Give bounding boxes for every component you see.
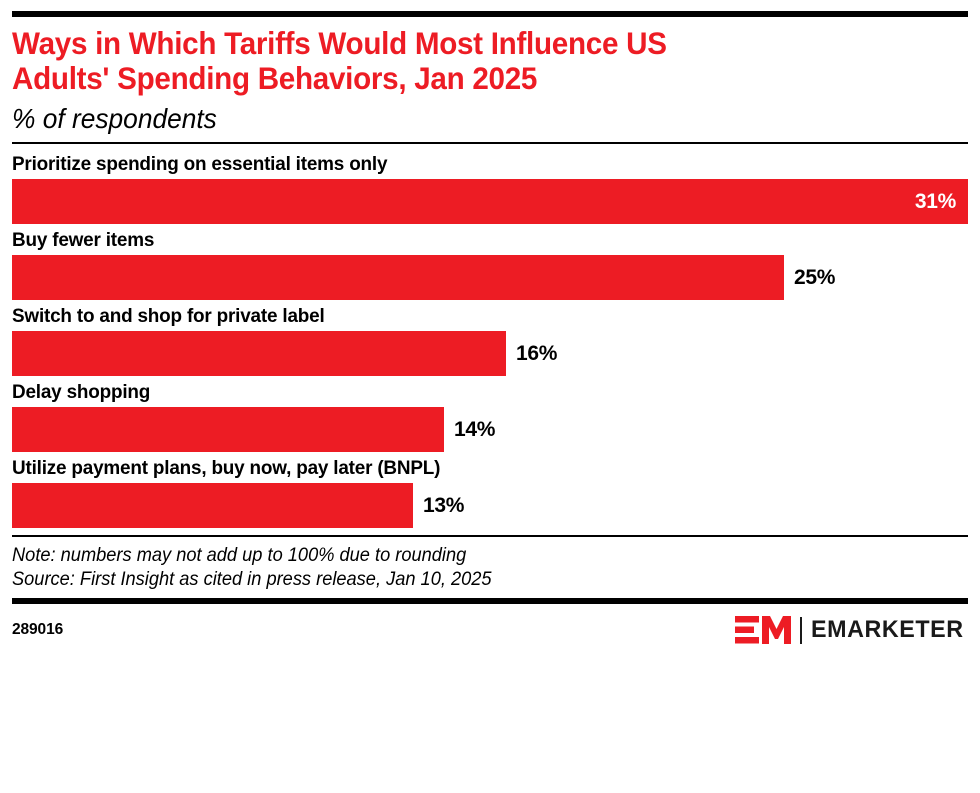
bar-chart-plot: Prioritize spending on essential items o… bbox=[12, 153, 968, 529]
bar-value-label: 25% bbox=[794, 265, 836, 289]
bar-group: Prioritize spending on essential items o… bbox=[12, 153, 968, 225]
chart-figure: Ways in Which Tariffs Would Most Influen… bbox=[0, 11, 980, 793]
bar-group: Buy fewer items 25% bbox=[12, 229, 968, 301]
bar-category-label: Buy fewer items bbox=[12, 229, 155, 252]
source-text: Source: First Insight as cited in press … bbox=[12, 569, 492, 591]
bar-group: Switch to and shop for private label 16% bbox=[12, 305, 968, 377]
bar-fill bbox=[12, 255, 784, 301]
top-divider-rule bbox=[12, 11, 968, 17]
bar-row: 14% bbox=[12, 407, 968, 453]
emarketer-logo: EMARKETER bbox=[734, 615, 968, 645]
bottom-bar: 289016 EMARKETER bbox=[12, 615, 968, 645]
bar-row: 16% bbox=[12, 331, 968, 377]
chart-subtitle: % of respondents bbox=[12, 102, 217, 134]
bar-fill bbox=[12, 483, 413, 529]
bar-fill bbox=[12, 331, 506, 377]
bar-category-label: Utilize payment plans, buy now, pay late… bbox=[12, 457, 441, 480]
chart-title: Ways in Which Tariffs Would Most Influen… bbox=[12, 25, 667, 97]
bar-value-label: 31% bbox=[914, 189, 956, 213]
note-text: Note: numbers may not add up to 100% due… bbox=[12, 545, 467, 567]
bar-group: Utilize payment plans, buy now, pay late… bbox=[12, 457, 968, 529]
bar-fill: 31% bbox=[12, 179, 968, 225]
bar-category-label: Delay shopping bbox=[12, 381, 151, 404]
bar-category-label: Switch to and shop for private label bbox=[12, 305, 325, 328]
footnotes: Note: numbers may not add up to 100% due… bbox=[12, 544, 930, 592]
em-logo-icon bbox=[734, 616, 791, 645]
bar-value-label: 13% bbox=[423, 493, 465, 517]
bar-group: Delay shopping 14% bbox=[12, 381, 968, 453]
bar-row: 31% bbox=[12, 179, 968, 225]
logo-wordmark: EMARKETER bbox=[810, 616, 964, 644]
logo-divider bbox=[799, 616, 802, 644]
bar-value-label: 16% bbox=[516, 341, 558, 365]
chart-id: 289016 bbox=[12, 621, 64, 639]
bar-category-label: Prioritize spending on essential items o… bbox=[12, 153, 388, 176]
bottom-divider-rule bbox=[12, 598, 968, 605]
bar-fill bbox=[12, 407, 444, 453]
footer-divider-rule bbox=[12, 535, 968, 538]
bar-value-label: 14% bbox=[454, 417, 496, 441]
bar-row: 25% bbox=[12, 255, 968, 301]
bar-row: 13% bbox=[12, 483, 968, 529]
header-divider-rule bbox=[12, 142, 968, 145]
